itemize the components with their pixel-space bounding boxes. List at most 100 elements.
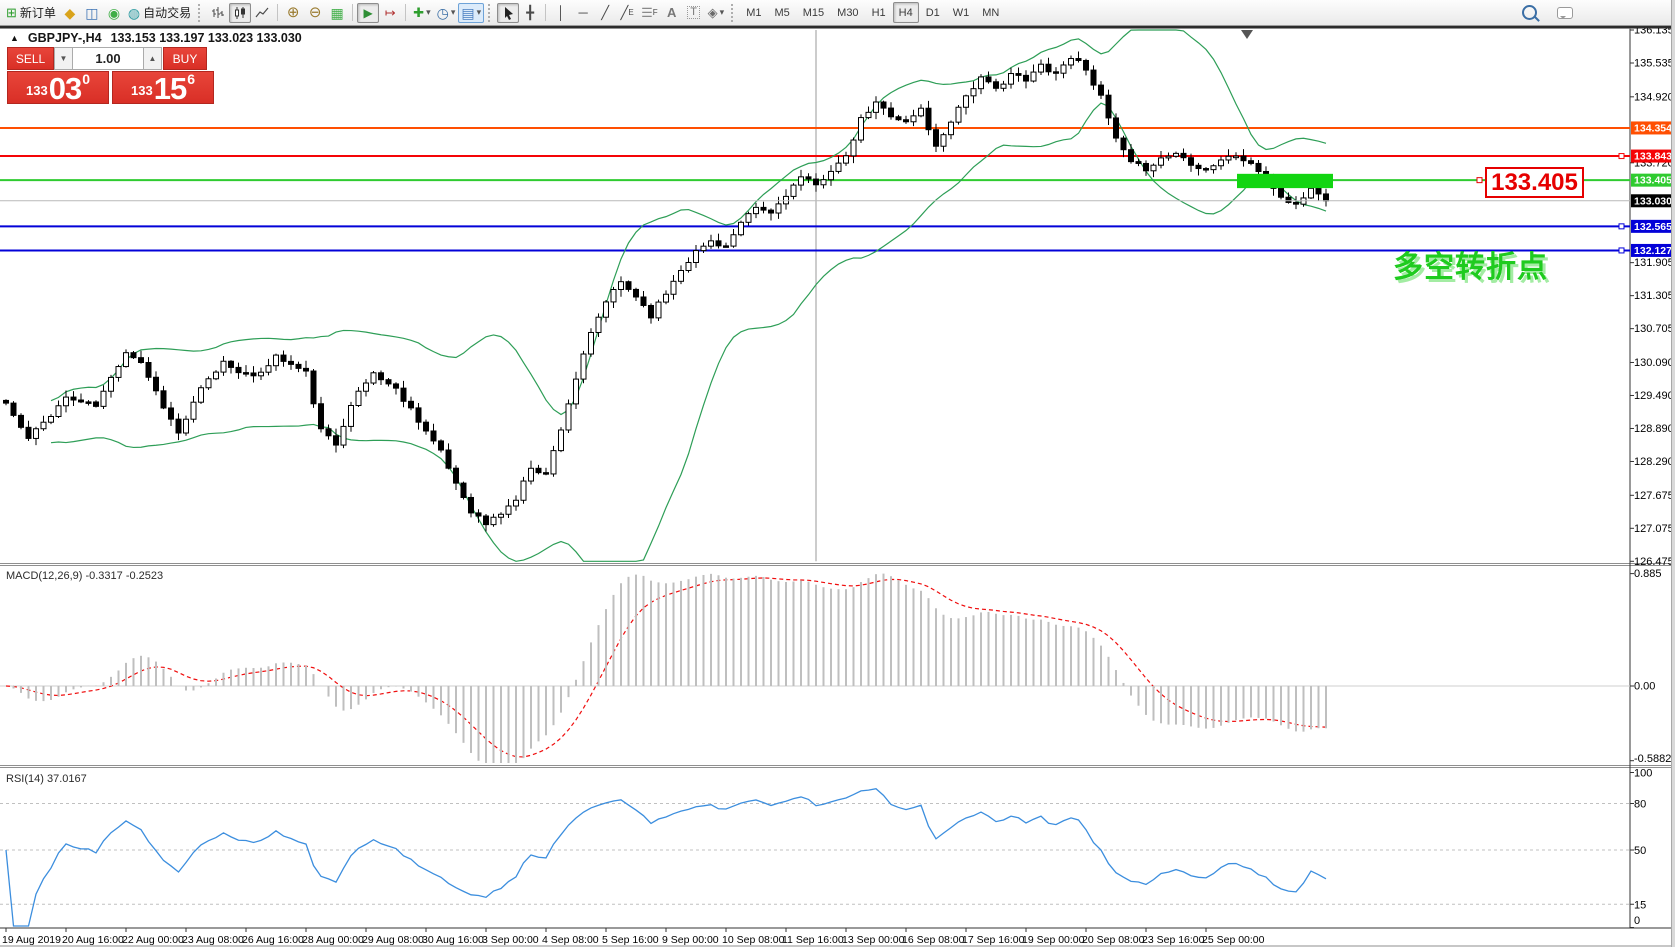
svg-text:133.405: 133.405 bbox=[1634, 175, 1672, 187]
line-handle-133.843[interactable] bbox=[1618, 153, 1625, 160]
sell-price-display[interactable]: 133 03 0 bbox=[7, 71, 109, 104]
timeframe-button-m1[interactable]: M1 bbox=[746, 6, 762, 19]
horizontal-line-icon: ─ bbox=[578, 5, 588, 20]
time-axis-label: 19 Sep 00:00 bbox=[1022, 934, 1085, 946]
volume-increase-button[interactable]: ▲ bbox=[143, 47, 162, 70]
svg-text:100: 100 bbox=[1634, 768, 1652, 780]
vertical-line-tool[interactable]: │ bbox=[550, 3, 572, 23]
rsi-pane: RSI(14) 37.0167 100 80 50 15 0 bbox=[0, 768, 1652, 928]
horizontal-line-tool[interactable]: ─ bbox=[572, 3, 594, 23]
autotrading-icon: ◍ bbox=[127, 4, 141, 21]
timeframe-button-d1[interactable]: D1 bbox=[925, 6, 940, 19]
line-chart-button[interactable] bbox=[251, 3, 273, 23]
zoom-out-button[interactable]: ⊖ bbox=[304, 3, 326, 23]
svg-text:133.030: 133.030 bbox=[1634, 195, 1672, 207]
timeframe-button-mn[interactable]: MN bbox=[982, 6, 1000, 19]
text-tool[interactable]: A bbox=[661, 3, 683, 23]
price-badge-134.354 bbox=[1631, 121, 1675, 135]
chart-shift-marker[interactable] bbox=[1241, 30, 1253, 39]
line-handle-132.127[interactable] bbox=[1618, 247, 1625, 254]
crosshair-icon: ╋ bbox=[526, 5, 535, 20]
channel-tool[interactable]: ╱ E bbox=[616, 3, 638, 23]
toolbar-grip bbox=[488, 3, 493, 22]
zoom-in-button[interactable]: ⊕ bbox=[282, 3, 304, 23]
buy-price-display[interactable]: 133 15 6 bbox=[112, 71, 214, 104]
periods-button[interactable]: ◷ ▾ bbox=[434, 3, 459, 23]
price-badge-132.565 bbox=[1631, 219, 1675, 233]
quick-trade-button[interactable]: ◆ bbox=[59, 3, 81, 23]
channel-sub-label: E bbox=[628, 8, 634, 17]
toolbar-grip bbox=[198, 3, 203, 22]
svg-text:130.090: 130.090 bbox=[1634, 357, 1674, 369]
autotrading-label: 自动交易 bbox=[143, 6, 192, 20]
time-axis-label: 30 Aug 16:00 bbox=[422, 934, 484, 946]
templates-button[interactable]: ▤ ▾ bbox=[458, 2, 485, 23]
svg-text:0: 0 bbox=[1634, 915, 1640, 927]
turning-point-annotation[interactable]: 多空转折点 bbox=[1393, 251, 1548, 284]
collapse-panel-icon[interactable]: ▲ bbox=[10, 33, 19, 43]
tile-windows-button[interactable]: ▦ bbox=[326, 3, 348, 23]
volume-decrease-button[interactable]: ▼ bbox=[54, 47, 73, 70]
time-axis-label: 13 Sep 00:00 bbox=[842, 934, 905, 946]
time-axis-label: 20 Sep 08:00 bbox=[1082, 934, 1145, 946]
spin-up-icon: ▲ bbox=[148, 54, 157, 63]
time-axis-label: 4 Sep 08:00 bbox=[542, 934, 599, 946]
bar-chart-button[interactable] bbox=[207, 3, 229, 23]
svg-text:127.675: 127.675 bbox=[1634, 490, 1674, 502]
timeframe-button-m15[interactable]: M15 bbox=[802, 6, 825, 19]
fibonacci-sub-label: F bbox=[652, 8, 658, 17]
svg-text:0.885: 0.885 bbox=[1634, 568, 1662, 580]
line-handle-132.565[interactable] bbox=[1618, 223, 1625, 230]
svg-text:132.127: 132.127 bbox=[1634, 245, 1672, 257]
new-order-button[interactable]: ⊞ 新订单 bbox=[3, 3, 59, 23]
indicators-button[interactable]: ✚ ▾ bbox=[410, 3, 433, 23]
crosshair-button[interactable]: ╋ bbox=[519, 3, 541, 23]
chevron-down-icon: ▾ bbox=[719, 7, 725, 17]
new-chart-button[interactable]: ◫ bbox=[81, 3, 103, 23]
svg-text:130.705: 130.705 bbox=[1634, 323, 1674, 335]
svg-text:0.00: 0.00 bbox=[1634, 681, 1655, 693]
trendline-tool[interactable]: ╱ bbox=[594, 3, 616, 23]
arrows-icon: ◈ bbox=[707, 5, 718, 20]
timeframe-button-m5[interactable]: M5 bbox=[774, 6, 790, 19]
sell-button[interactable]: SELL bbox=[7, 47, 54, 70]
time-axis-label: 17 Sep 16:00 bbox=[962, 934, 1025, 946]
signals-icon: ◉ bbox=[107, 4, 121, 21]
search-icon bbox=[1521, 5, 1537, 20]
text-label-tool[interactable]: T bbox=[683, 3, 705, 23]
timeframe-button-h1[interactable]: H1 bbox=[871, 6, 886, 19]
arrows-tool[interactable]: ◈ ▾ bbox=[705, 3, 728, 23]
time-axis-label: 10 Sep 08:00 bbox=[722, 934, 785, 946]
buy-price-big: 15 bbox=[153, 71, 187, 106]
line-handle-133.405[interactable] bbox=[1476, 177, 1483, 184]
auto-scroll-button[interactable]: ▶ bbox=[357, 2, 380, 23]
timeframe-button-h4[interactable]: H4 bbox=[892, 2, 919, 23]
timeframe-button-m30[interactable]: M30 bbox=[837, 6, 859, 19]
price-annotation-box[interactable]: 133.405 bbox=[1485, 167, 1584, 198]
fibonacci-tool[interactable]: ☰ F bbox=[638, 3, 661, 23]
volume-input[interactable] bbox=[73, 47, 143, 70]
symbol-title: GBPJPY-,H4 bbox=[27, 31, 102, 45]
cursor-button[interactable] bbox=[497, 2, 520, 23]
svg-text:129.490: 129.490 bbox=[1634, 390, 1674, 402]
time-axis-label: 5 Sep 16:00 bbox=[602, 934, 659, 946]
new-order-label: 新订单 bbox=[19, 6, 56, 20]
buy-button[interactable]: BUY bbox=[163, 47, 207, 70]
signals-button[interactable]: ◉ bbox=[103, 3, 125, 23]
timeframe-button-w1[interactable]: W1 bbox=[952, 6, 970, 19]
autotrading-button[interactable]: ◍ 自动交易 bbox=[125, 3, 194, 23]
zoom-in-icon: ⊕ bbox=[286, 4, 300, 21]
candlestick-chart-button[interactable] bbox=[229, 2, 252, 23]
line-handles[interactable] bbox=[1476, 153, 1625, 254]
horizontal-line-objects[interactable] bbox=[0, 126, 1630, 252]
quick-trade-icon: ◆ bbox=[64, 4, 76, 21]
trendline-icon: ╱ bbox=[601, 5, 610, 20]
highlight-zone-rect[interactable] bbox=[1237, 173, 1333, 189]
search-button[interactable] bbox=[1518, 3, 1540, 23]
chat-icon bbox=[1557, 6, 1573, 19]
chart-shift-button[interactable]: ↦ bbox=[379, 3, 401, 23]
chat-button[interactable] bbox=[1554, 3, 1576, 23]
